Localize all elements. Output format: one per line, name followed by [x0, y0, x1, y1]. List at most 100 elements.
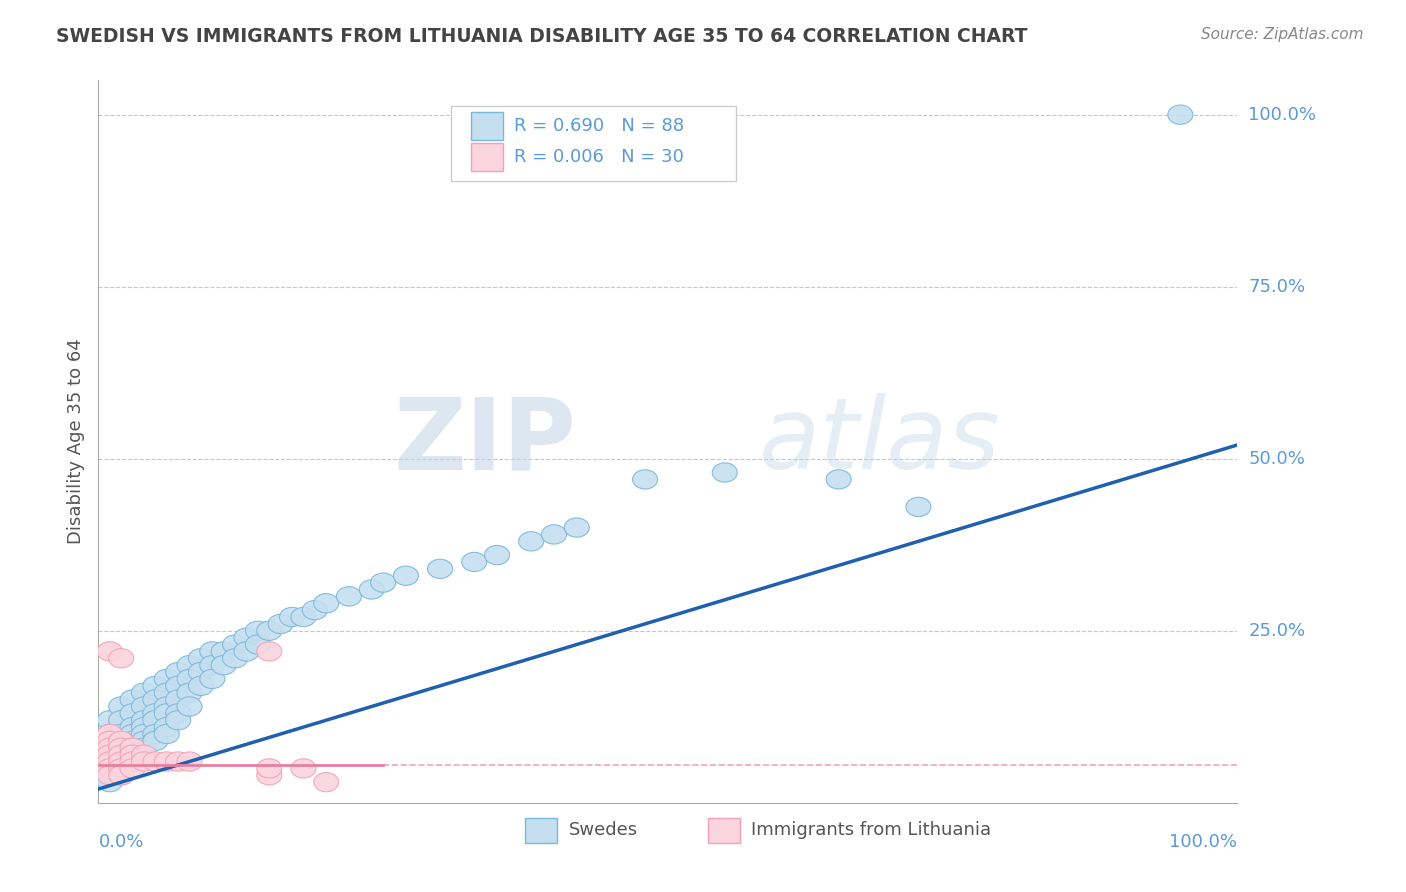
Text: Source: ZipAtlas.com: Source: ZipAtlas.com [1201, 27, 1364, 42]
Ellipse shape [427, 559, 453, 579]
Ellipse shape [120, 738, 145, 757]
Ellipse shape [177, 752, 202, 772]
Ellipse shape [97, 711, 122, 730]
Ellipse shape [108, 765, 134, 785]
Ellipse shape [245, 621, 270, 640]
Ellipse shape [166, 663, 191, 681]
Ellipse shape [120, 717, 145, 737]
Ellipse shape [97, 724, 122, 744]
Ellipse shape [108, 711, 134, 730]
Text: Swedes: Swedes [569, 822, 638, 839]
Ellipse shape [200, 641, 225, 661]
Text: atlas: atlas [759, 393, 1001, 490]
Ellipse shape [143, 752, 167, 772]
Ellipse shape [131, 697, 156, 716]
Ellipse shape [120, 724, 145, 744]
Ellipse shape [200, 656, 225, 675]
FancyBboxPatch shape [451, 105, 737, 181]
FancyBboxPatch shape [471, 112, 503, 139]
Ellipse shape [155, 704, 180, 723]
Ellipse shape [713, 463, 737, 483]
Ellipse shape [155, 724, 180, 744]
Ellipse shape [166, 704, 191, 723]
Ellipse shape [97, 765, 122, 785]
Ellipse shape [222, 635, 247, 654]
Ellipse shape [143, 724, 167, 744]
Ellipse shape [143, 690, 167, 709]
Ellipse shape [633, 470, 658, 489]
FancyBboxPatch shape [707, 818, 740, 843]
Ellipse shape [166, 752, 191, 772]
Ellipse shape [257, 765, 281, 785]
Text: 100.0%: 100.0% [1170, 833, 1237, 851]
Ellipse shape [233, 628, 259, 648]
Ellipse shape [166, 690, 191, 709]
Ellipse shape [143, 731, 167, 750]
Ellipse shape [108, 759, 134, 778]
Text: Immigrants from Lithuania: Immigrants from Lithuania [751, 822, 991, 839]
Ellipse shape [314, 772, 339, 792]
Ellipse shape [166, 676, 191, 696]
Ellipse shape [108, 745, 134, 764]
Ellipse shape [97, 759, 122, 778]
Ellipse shape [120, 690, 145, 709]
Ellipse shape [177, 669, 202, 689]
Ellipse shape [108, 738, 134, 757]
FancyBboxPatch shape [526, 818, 557, 843]
Ellipse shape [155, 697, 180, 716]
Ellipse shape [131, 717, 156, 737]
Ellipse shape [177, 656, 202, 675]
Ellipse shape [131, 745, 156, 764]
Ellipse shape [120, 752, 145, 772]
Ellipse shape [108, 738, 134, 757]
Ellipse shape [108, 731, 134, 750]
Ellipse shape [108, 745, 134, 764]
Ellipse shape [211, 641, 236, 661]
Text: R = 0.006   N = 30: R = 0.006 N = 30 [515, 148, 683, 166]
Ellipse shape [905, 497, 931, 516]
Ellipse shape [97, 738, 122, 757]
Ellipse shape [222, 648, 247, 668]
Ellipse shape [131, 752, 156, 772]
Ellipse shape [314, 593, 339, 613]
Ellipse shape [108, 724, 134, 744]
Ellipse shape [108, 648, 134, 668]
Ellipse shape [120, 745, 145, 764]
Ellipse shape [564, 518, 589, 537]
Text: 100.0%: 100.0% [1249, 105, 1316, 124]
Ellipse shape [143, 704, 167, 723]
Ellipse shape [97, 738, 122, 757]
Text: ZIP: ZIP [394, 393, 576, 490]
FancyBboxPatch shape [471, 143, 503, 170]
Ellipse shape [359, 580, 384, 599]
Ellipse shape [120, 738, 145, 757]
Text: 0.0%: 0.0% [98, 833, 143, 851]
Text: 75.0%: 75.0% [1249, 277, 1306, 296]
Ellipse shape [245, 635, 270, 654]
Ellipse shape [97, 724, 122, 744]
Ellipse shape [108, 765, 134, 785]
Ellipse shape [269, 615, 294, 633]
Ellipse shape [336, 587, 361, 606]
Ellipse shape [155, 669, 180, 689]
Ellipse shape [280, 607, 305, 627]
Ellipse shape [143, 711, 167, 730]
Ellipse shape [97, 772, 122, 792]
Ellipse shape [257, 759, 281, 778]
Ellipse shape [461, 552, 486, 572]
Ellipse shape [108, 697, 134, 716]
Ellipse shape [120, 752, 145, 772]
Ellipse shape [120, 731, 145, 750]
Ellipse shape [131, 683, 156, 702]
Ellipse shape [120, 745, 145, 764]
Ellipse shape [257, 621, 281, 640]
Ellipse shape [108, 752, 134, 772]
Ellipse shape [827, 470, 851, 489]
Ellipse shape [97, 759, 122, 778]
Ellipse shape [143, 676, 167, 696]
Ellipse shape [131, 711, 156, 730]
Ellipse shape [394, 566, 419, 585]
Ellipse shape [177, 683, 202, 702]
Ellipse shape [131, 724, 156, 744]
Y-axis label: Disability Age 35 to 64: Disability Age 35 to 64 [66, 339, 84, 544]
